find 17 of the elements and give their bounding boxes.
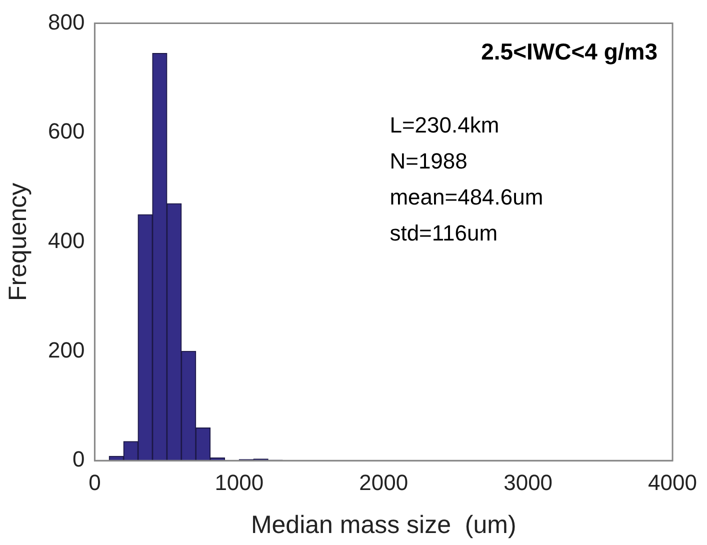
- annotation: std=116um: [390, 220, 498, 246]
- y-tick-label: 600: [48, 118, 85, 144]
- y-tick-label: 200: [48, 337, 85, 362]
- y-axis-title: Frequency: [4, 182, 32, 301]
- x-tick-label: 1000: [214, 470, 264, 495]
- y-tick-label: 0: [72, 446, 85, 472]
- annotation: N=1988: [390, 148, 468, 174]
- y-tick-label: 800: [48, 9, 85, 34]
- x-tick-label: 4000: [648, 470, 698, 495]
- x-tick-label: 2000: [359, 470, 408, 495]
- x-axis-title: Median mass size (um): [250, 510, 516, 539]
- text: 2.5<IWC<4 g/m3: [481, 38, 658, 65]
- y-tick-label: 400: [48, 228, 85, 253]
- annotation: mean=484.6um: [390, 184, 544, 210]
- annotation: L=230.4km: [390, 112, 500, 138]
- x-tick-label: 0: [88, 470, 101, 495]
- x-tick-label: 3000: [504, 470, 553, 495]
